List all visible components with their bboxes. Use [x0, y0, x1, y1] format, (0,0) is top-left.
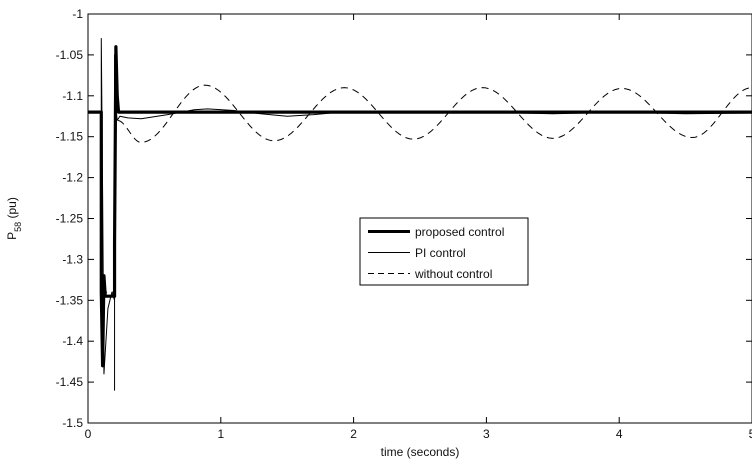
y-axis-label-sub: 58 — [13, 222, 23, 232]
x-tick-label: 2 — [350, 427, 357, 441]
ticks-layer: 0 1 2 3 4 5 -1 -1.05 -1.1 -1.15 -1.2 -1.25 -1.3 -1.35… — [56, 7, 752, 441]
x-axis-label: time (seconds) — [381, 445, 460, 459]
y-tick-label: -1.45 — [56, 375, 84, 389]
y-tick-label: -1.2 — [62, 171, 83, 185]
legend-label-pi-control: PI control — [415, 246, 466, 260]
y-tick-label: -1.5 — [62, 416, 83, 430]
y-tick-label: -1.1 — [62, 89, 83, 103]
y-tick-label: -1.35 — [56, 293, 84, 307]
x-tick-label: 4 — [616, 427, 623, 441]
x-tick-label: 3 — [483, 427, 490, 441]
y-tick-label: -1.3 — [62, 252, 83, 266]
y-axis-label-unit: (pu) — [5, 197, 19, 222]
series-line-proposed-control — [88, 45, 752, 368]
y-tick-label: -1.15 — [56, 130, 84, 144]
y-tick-label: -1.4 — [62, 334, 83, 348]
x-tick-label: 1 — [217, 427, 224, 441]
series-line-without-control — [88, 84, 752, 293]
series-layer — [88, 38, 752, 391]
y-axis-label-main: P — [5, 232, 19, 240]
legend-label-without-control: without control — [414, 267, 492, 281]
y-axis-label: P58 (pu) — [5, 197, 23, 240]
y-tick-label: -1.05 — [56, 48, 84, 62]
y-tick-label: -1.25 — [56, 212, 84, 226]
legend-label-proposed-control: proposed control — [415, 225, 504, 239]
legend: proposed control PI control without cont… — [359, 217, 529, 286]
x-tick-label: 0 — [85, 427, 92, 441]
x-tick-label: 5 — [749, 427, 752, 441]
y-tick-label: -1 — [72, 7, 83, 21]
